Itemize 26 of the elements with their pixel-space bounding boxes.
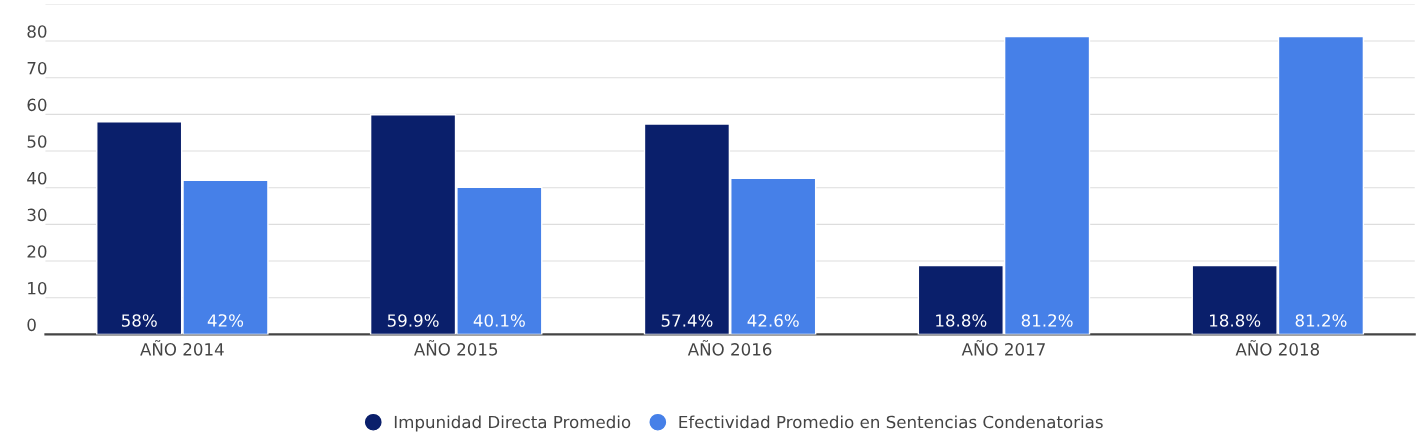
data-label: 81.2% [1021, 314, 1073, 327]
x-tick-label: AÑO 2016 [687, 340, 772, 356]
y-tick-label: 20 [27, 245, 47, 258]
y-tick-label: 70 [27, 61, 47, 75]
data-label: 18.8% [1210, 314, 1261, 327]
x-tick-label: AÑO 2014 [140, 340, 224, 356]
x-tick-label: AÑO 2015 [413, 340, 498, 356]
data-label: 81.2% [1295, 314, 1347, 327]
y-tick-label: 60 [27, 98, 47, 112]
legend-label: Impunidad Directa Promedio [394, 415, 631, 432]
y-tick-label: 10 [28, 281, 47, 295]
data-label: 42% [207, 314, 244, 327]
y-tick-label: 50 [27, 135, 47, 148]
legend-label: Efectividad Promedio en Sentencias Condenatorias [679, 415, 1103, 429]
y-tick-label: 80 [27, 25, 47, 38]
y-tick-label: 0 [27, 318, 36, 332]
y-tick-label: 40 [27, 171, 47, 185]
data-label: 57.4% [661, 314, 713, 327]
data-label: 18.8% [936, 314, 987, 327]
data-label: 40.1% [473, 314, 525, 327]
data-label: 59.9% [387, 314, 439, 327]
x-tick-label: AÑO 2017 [961, 340, 1045, 356]
y-tick-label: 30 [27, 208, 47, 222]
data-label: 42.6% [747, 314, 799, 327]
x-tick-label: AÑO 2018 [1235, 340, 1320, 356]
data-label: 58% [121, 314, 157, 327]
